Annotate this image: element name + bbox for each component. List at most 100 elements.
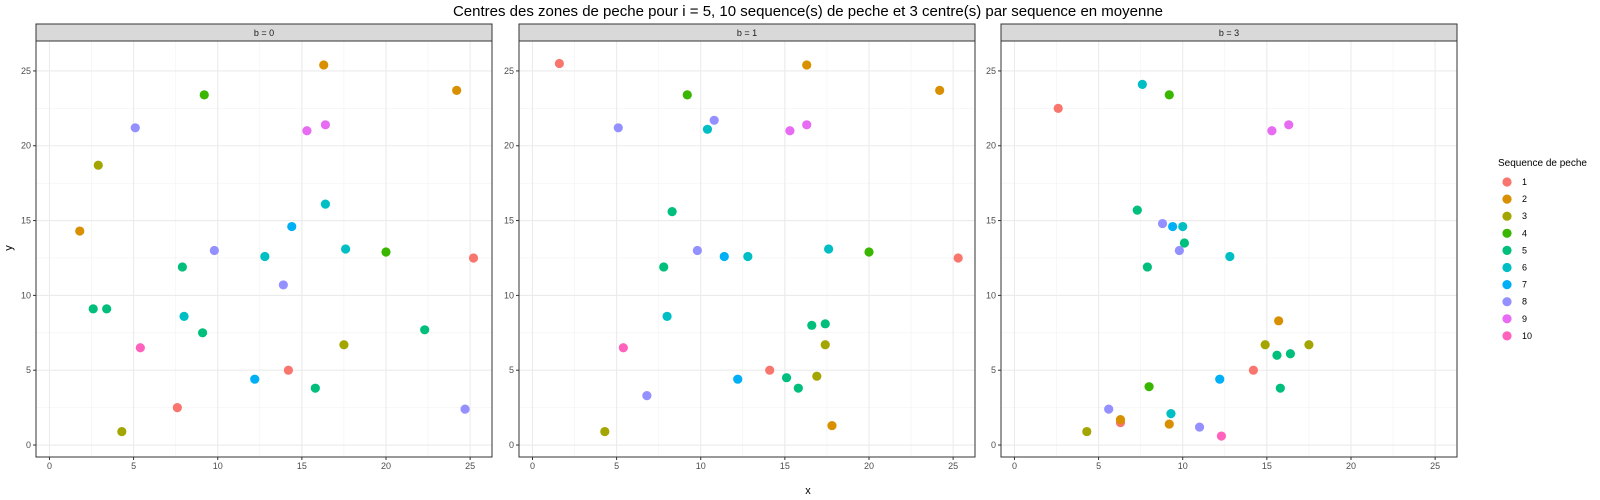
scatter-point: [1267, 126, 1277, 136]
x-tick-label: 25: [1430, 461, 1440, 471]
y-tick-label: 15: [986, 216, 996, 226]
scatter-point: [1275, 383, 1285, 393]
x-axis-title: x: [805, 485, 811, 497]
legend-label: 2: [1522, 194, 1527, 204]
scatter-point: [662, 311, 672, 321]
x-tick-label: 20: [1346, 461, 1356, 471]
scatter-point: [1272, 350, 1282, 360]
scatter-point: [88, 304, 98, 314]
y-tick-label: 5: [509, 365, 514, 375]
scatter-point: [733, 374, 743, 384]
scatter-point: [1174, 245, 1184, 256]
y-tick-label: 5: [991, 365, 996, 375]
scatter-point: [75, 226, 85, 236]
x-tick-label: 15: [297, 461, 307, 471]
x-tick-label: 25: [465, 461, 475, 471]
x-tick-label: 25: [948, 461, 958, 471]
legend-label: 9: [1522, 314, 1527, 324]
scatter-point: [341, 244, 351, 254]
scatter-point: [197, 328, 208, 338]
panel-border: [518, 40, 976, 458]
scatter-point: [781, 373, 792, 383]
scatter-point: [613, 123, 623, 133]
scatter-point: [1284, 120, 1294, 130]
x-tick-label: 20: [864, 461, 874, 471]
plot-area: [36, 41, 492, 457]
scatter-point: [702, 124, 713, 134]
y-tick-label: 10: [986, 290, 996, 300]
scatter-point: [1179, 238, 1190, 248]
scatter-point: [135, 343, 145, 353]
scatter-point: [618, 343, 628, 353]
x-tick-label: 10: [696, 461, 706, 471]
scatter-point: [953, 253, 963, 263]
scatter-point: [130, 123, 140, 133]
scatter-point: [420, 325, 430, 335]
x-tick-label: 20: [381, 461, 391, 471]
y-axis-title: y: [3, 245, 15, 251]
legend-key: [1502, 314, 1512, 324]
scatter-point: [452, 85, 462, 95]
legend: Sequence de peche 1 2 3 4 5 6 7 8 9 10: [1498, 158, 1587, 341]
scatter-point: [1144, 382, 1154, 392]
y-tick-label: 15: [504, 216, 514, 226]
x-tick-label: 5: [131, 461, 136, 471]
scatter-point: [802, 120, 812, 130]
y-tick-label: 10: [21, 290, 31, 300]
legend-title: Sequence de peche: [1498, 158, 1587, 169]
scatter-point: [1137, 79, 1147, 89]
legend-label: 10: [1522, 331, 1532, 341]
legend-label: 8: [1522, 297, 1527, 307]
scatter-point: [209, 245, 219, 256]
y-tick-label: 0: [991, 440, 996, 450]
scatter-point: [667, 206, 677, 217]
scatter-point: [179, 311, 189, 321]
facet-panel: b = 1 0 5 10 15 20 25 0 5 10 15 20 25: [504, 23, 976, 471]
y-tick-label: 20: [21, 141, 31, 151]
scatter-point: [864, 247, 874, 257]
panel-border: [35, 40, 493, 458]
scatter-point: [1132, 205, 1142, 215]
scatter-point: [1104, 404, 1114, 414]
scatter-point: [287, 221, 297, 232]
y-tick-label: 0: [509, 440, 514, 450]
scatter-point: [659, 262, 669, 272]
legend-label: 3: [1522, 211, 1527, 221]
scatter-point: [1168, 221, 1178, 232]
x-tick-label: 10: [1178, 461, 1188, 471]
scatter-point: [319, 60, 329, 70]
scatter-point: [807, 320, 817, 330]
scatter-point: [682, 90, 692, 100]
scatter-point: [824, 244, 834, 254]
legend-label: 7: [1522, 280, 1527, 290]
legend-label: 5: [1522, 245, 1527, 255]
plot-area: [1001, 41, 1457, 457]
scatter-point: [278, 280, 288, 290]
scatter-point: [802, 60, 812, 70]
panel-border: [1000, 40, 1458, 458]
legend-label: 6: [1522, 263, 1527, 273]
legend-label: 1: [1522, 177, 1527, 187]
x-tick-label: 15: [1262, 461, 1272, 471]
y-tick-label: 0: [26, 440, 31, 450]
x-tick-label: 15: [780, 461, 790, 471]
scatter-point: [468, 253, 479, 263]
facet-panel: b = 3 0 5 10 15 20 25 0 5 10 15 20 25: [986, 23, 1458, 471]
scatter-point: [460, 404, 470, 414]
x-tick-label: 5: [1096, 461, 1101, 471]
scatter-point: [600, 426, 610, 437]
scatter-point: [1194, 422, 1205, 432]
scatter-point: [1164, 90, 1174, 100]
facet-strip-label: b = 0: [254, 28, 274, 38]
scatter-point: [1304, 340, 1314, 350]
scatter-point: [1216, 431, 1227, 441]
legend-key: [1502, 297, 1512, 307]
scatter-point: [1142, 262, 1152, 272]
x-tick-label: 0: [530, 461, 535, 471]
legend-key: [1502, 245, 1512, 255]
y-tick-label: 20: [986, 141, 996, 151]
scatter-point: [554, 58, 564, 69]
scatter-point: [1260, 340, 1270, 350]
scatter-point: [320, 199, 331, 209]
